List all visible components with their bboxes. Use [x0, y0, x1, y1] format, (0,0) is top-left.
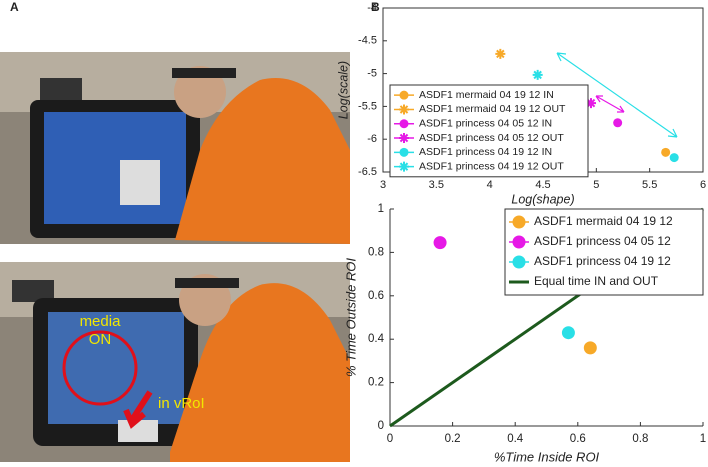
annotation-arrow — [556, 52, 678, 138]
y-tick-label: -5 — [367, 68, 377, 80]
legend-label: ASDF1 princess 04 19 12 OUT — [419, 160, 564, 172]
x-tick-label: 4.5 — [535, 179, 550, 191]
x-tick-label: 3.5 — [429, 179, 444, 191]
photo: media ON in vRoI — [0, 262, 350, 462]
legend: ASDF1 mermaid 04 19 12 ASDF1 princess 04 … — [504, 208, 704, 296]
x-tick-label: 5 — [593, 179, 599, 191]
point — [399, 133, 409, 144]
x-tick-label: 1 — [700, 433, 706, 445]
point — [399, 104, 409, 115]
panel-label: A — [10, 0, 19, 14]
legend-label: Equal time IN and OUT — [534, 274, 659, 288]
point — [399, 161, 409, 172]
y-tick-label: 1 — [378, 203, 384, 215]
y-tick-label: 0.4 — [368, 333, 385, 345]
legend-label: ASDF1 mermaid 04 19 12 IN — [419, 89, 554, 101]
point — [512, 215, 526, 229]
panel-label: B — [371, 0, 380, 14]
annotation-arrow — [595, 95, 625, 113]
x-axis-label: Log(shape) — [511, 192, 574, 206]
legend-label: ASDF1 mermaid 04 19 12 OUT — [419, 103, 566, 115]
point — [512, 235, 526, 249]
point — [399, 147, 409, 157]
x-axis-label: %Time Inside ROI — [494, 449, 600, 464]
legend-label: ASDF1 mermaid 04 19 12 — [534, 214, 673, 228]
point — [613, 118, 623, 128]
photo-annotation: media — [80, 313, 122, 330]
legend: ASDF1 mermaid 04 19 12 IN ASDF1 mermaid 0… — [389, 84, 589, 178]
x-tick-label: 0.6 — [570, 433, 586, 445]
x-tick-label: 0.2 — [445, 433, 461, 445]
point — [661, 147, 671, 157]
point — [561, 326, 575, 340]
y-tick-label: -6 — [367, 133, 377, 145]
point — [532, 69, 543, 80]
photo-annotation: ON — [89, 331, 112, 348]
y-axis-label: Log(scale) — [336, 61, 350, 119]
y-tick-label: -5.5 — [358, 100, 377, 112]
y-tick-label: 0 — [378, 420, 384, 432]
point — [399, 90, 409, 100]
legend-label: ASDF1 princess 04 05 12 — [534, 234, 671, 248]
x-tick-label: 3 — [380, 179, 386, 191]
y-tick-label: 0.6 — [368, 290, 384, 302]
legend-box — [504, 208, 704, 296]
point — [495, 48, 506, 59]
point — [433, 236, 447, 250]
x-tick-label: 4 — [487, 179, 493, 191]
photo — [0, 52, 350, 244]
legend-label: ASDF1 princess 04 19 12 IN — [419, 146, 552, 158]
point — [586, 98, 596, 109]
y-tick-label: -4 — [367, 2, 377, 14]
y-axis-label: % Time Outside ROI — [343, 258, 358, 377]
point — [583, 341, 597, 355]
point — [399, 119, 409, 129]
photo-annotation: in vRoI — [158, 395, 205, 412]
legend-label: ASDF1 princess 04 05 12 OUT — [419, 132, 564, 144]
legend-label: ASDF1 princess 04 05 12 IN — [419, 118, 552, 130]
y-tick-label: -4.5 — [358, 35, 377, 47]
x-tick-label: 6 — [700, 179, 706, 191]
y-tick-label: -6.5 — [358, 166, 377, 178]
y-tick-label: 0.2 — [368, 377, 384, 389]
x-tick-label: 0.8 — [632, 433, 648, 445]
y-tick-label: 0.8 — [368, 246, 384, 258]
x-tick-label: 0 — [387, 433, 393, 445]
legend-box — [389, 84, 589, 178]
x-tick-label: 5.5 — [642, 179, 657, 191]
legend-label: ASDF1 princess 04 19 12 — [534, 254, 671, 268]
point — [669, 153, 679, 163]
point — [512, 255, 526, 269]
x-tick-label: 0.4 — [507, 433, 524, 445]
